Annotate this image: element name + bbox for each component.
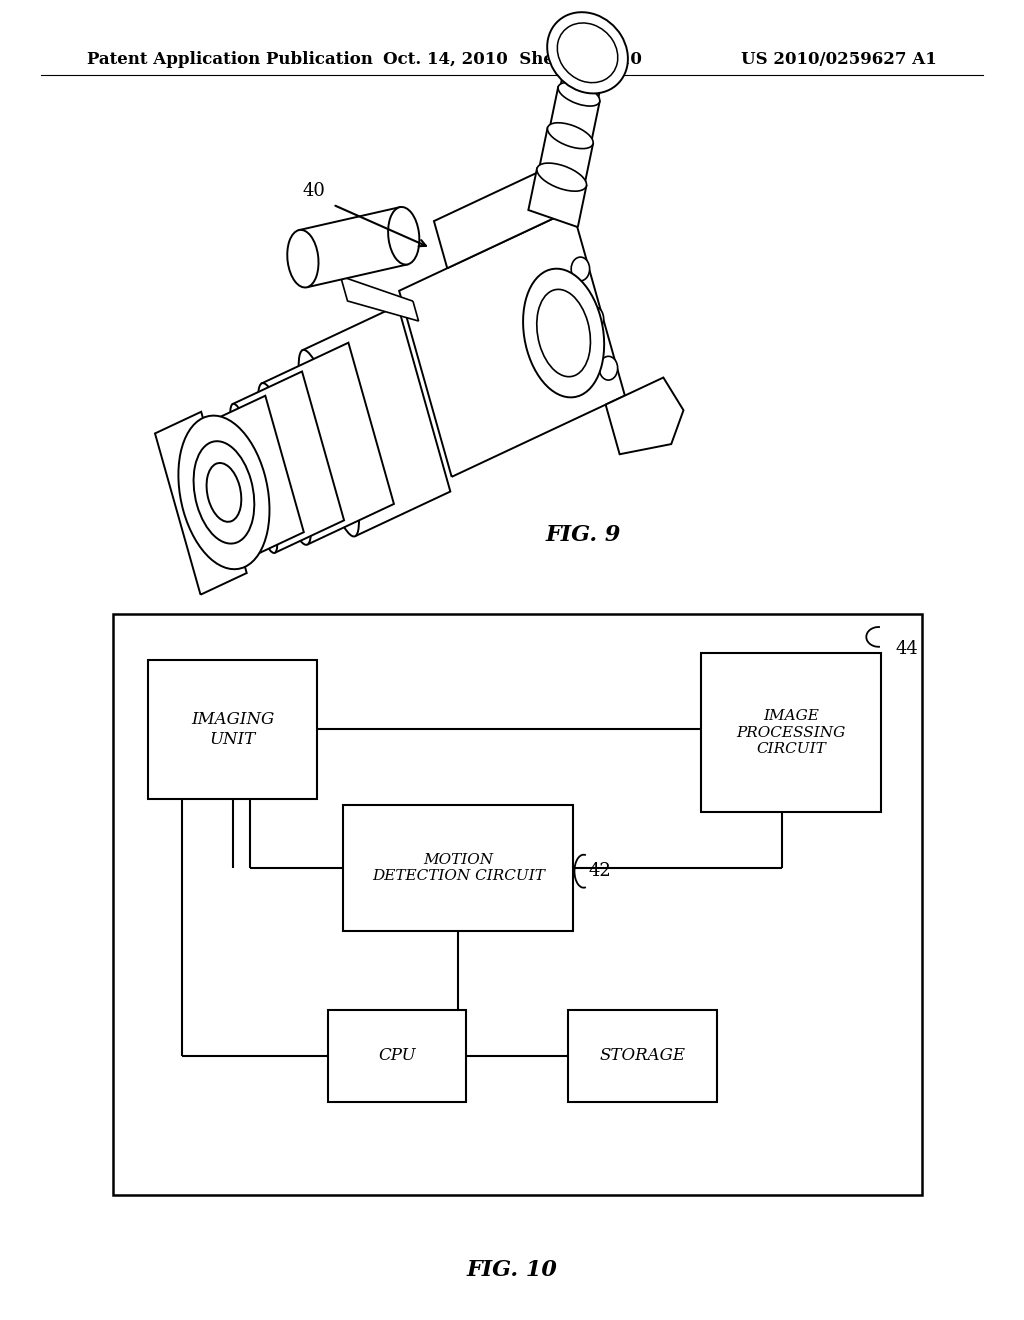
Ellipse shape xyxy=(548,123,593,149)
Text: MOTION
DETECTION CIRCUIT: MOTION DETECTION CIRCUIT xyxy=(372,853,545,883)
Ellipse shape xyxy=(288,230,318,288)
Ellipse shape xyxy=(547,12,628,94)
PathPatch shape xyxy=(302,305,451,536)
PathPatch shape xyxy=(399,210,625,477)
PathPatch shape xyxy=(205,396,304,561)
Text: IMAGING
UNIT: IMAGING UNIT xyxy=(191,711,274,747)
Ellipse shape xyxy=(558,82,600,106)
FancyBboxPatch shape xyxy=(701,653,881,812)
Text: 44: 44 xyxy=(896,640,919,659)
Ellipse shape xyxy=(599,356,617,380)
Ellipse shape xyxy=(230,404,278,553)
PathPatch shape xyxy=(605,378,683,454)
FancyBboxPatch shape xyxy=(113,614,922,1195)
PathPatch shape xyxy=(299,207,408,288)
Text: US 2010/0259627 A1: US 2010/0259627 A1 xyxy=(741,51,937,67)
PathPatch shape xyxy=(232,371,344,553)
Ellipse shape xyxy=(523,269,604,397)
Text: IMAGE
PROCESSING
CIRCUIT: IMAGE PROCESSING CIRCUIT xyxy=(736,709,846,756)
PathPatch shape xyxy=(528,169,587,227)
PathPatch shape xyxy=(434,162,572,268)
Ellipse shape xyxy=(258,383,311,545)
Ellipse shape xyxy=(568,42,606,63)
PathPatch shape xyxy=(539,128,593,185)
Ellipse shape xyxy=(557,22,617,83)
FancyBboxPatch shape xyxy=(343,805,573,931)
PathPatch shape xyxy=(560,46,606,100)
FancyBboxPatch shape xyxy=(328,1010,466,1102)
PathPatch shape xyxy=(262,343,394,545)
Ellipse shape xyxy=(388,207,420,264)
FancyBboxPatch shape xyxy=(568,1010,717,1102)
PathPatch shape xyxy=(341,276,419,321)
PathPatch shape xyxy=(550,87,600,143)
Ellipse shape xyxy=(537,164,587,191)
Ellipse shape xyxy=(194,441,254,544)
Text: FIG. 10: FIG. 10 xyxy=(467,1259,557,1280)
Text: Patent Application Publication: Patent Application Publication xyxy=(87,51,373,67)
Text: Oct. 14, 2010  Sheet 9 of 10: Oct. 14, 2010 Sheet 9 of 10 xyxy=(383,51,641,67)
PathPatch shape xyxy=(155,412,247,595)
Ellipse shape xyxy=(571,257,590,281)
Text: FIG. 9: FIG. 9 xyxy=(546,524,622,545)
Ellipse shape xyxy=(585,306,603,330)
Text: 40: 40 xyxy=(302,182,325,201)
Ellipse shape xyxy=(203,424,246,561)
Text: CPU: CPU xyxy=(378,1048,416,1064)
Ellipse shape xyxy=(178,416,269,569)
FancyBboxPatch shape xyxy=(148,660,317,799)
Ellipse shape xyxy=(299,350,359,536)
Text: 42: 42 xyxy=(589,862,611,880)
Ellipse shape xyxy=(207,463,242,521)
Text: STORAGE: STORAGE xyxy=(600,1048,685,1064)
Ellipse shape xyxy=(537,289,591,376)
